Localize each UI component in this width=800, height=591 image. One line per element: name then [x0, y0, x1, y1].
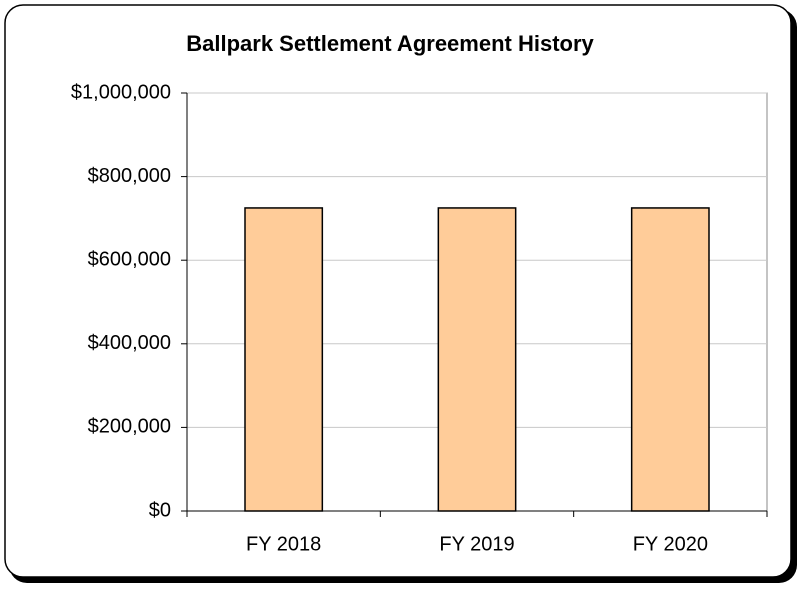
y-tick-label: $600,000 [88, 248, 171, 270]
y-tick-label: $1,000,000 [71, 81, 171, 103]
y-tick-label: $200,000 [88, 416, 171, 438]
y-tick-label: $400,000 [88, 332, 171, 354]
chart-title: Ballpark Settlement Agreement History [186, 31, 594, 56]
bar [630, 207, 710, 512]
bar [437, 207, 517, 512]
x-tick-label: FY 2019 [439, 533, 514, 555]
y-tick-label: $800,000 [88, 165, 171, 187]
x-tick-label: FY 2020 [633, 533, 708, 555]
bar [244, 207, 324, 512]
y-tick-label: $0 [149, 499, 171, 521]
x-tick-label: FY 2018 [246, 533, 321, 555]
